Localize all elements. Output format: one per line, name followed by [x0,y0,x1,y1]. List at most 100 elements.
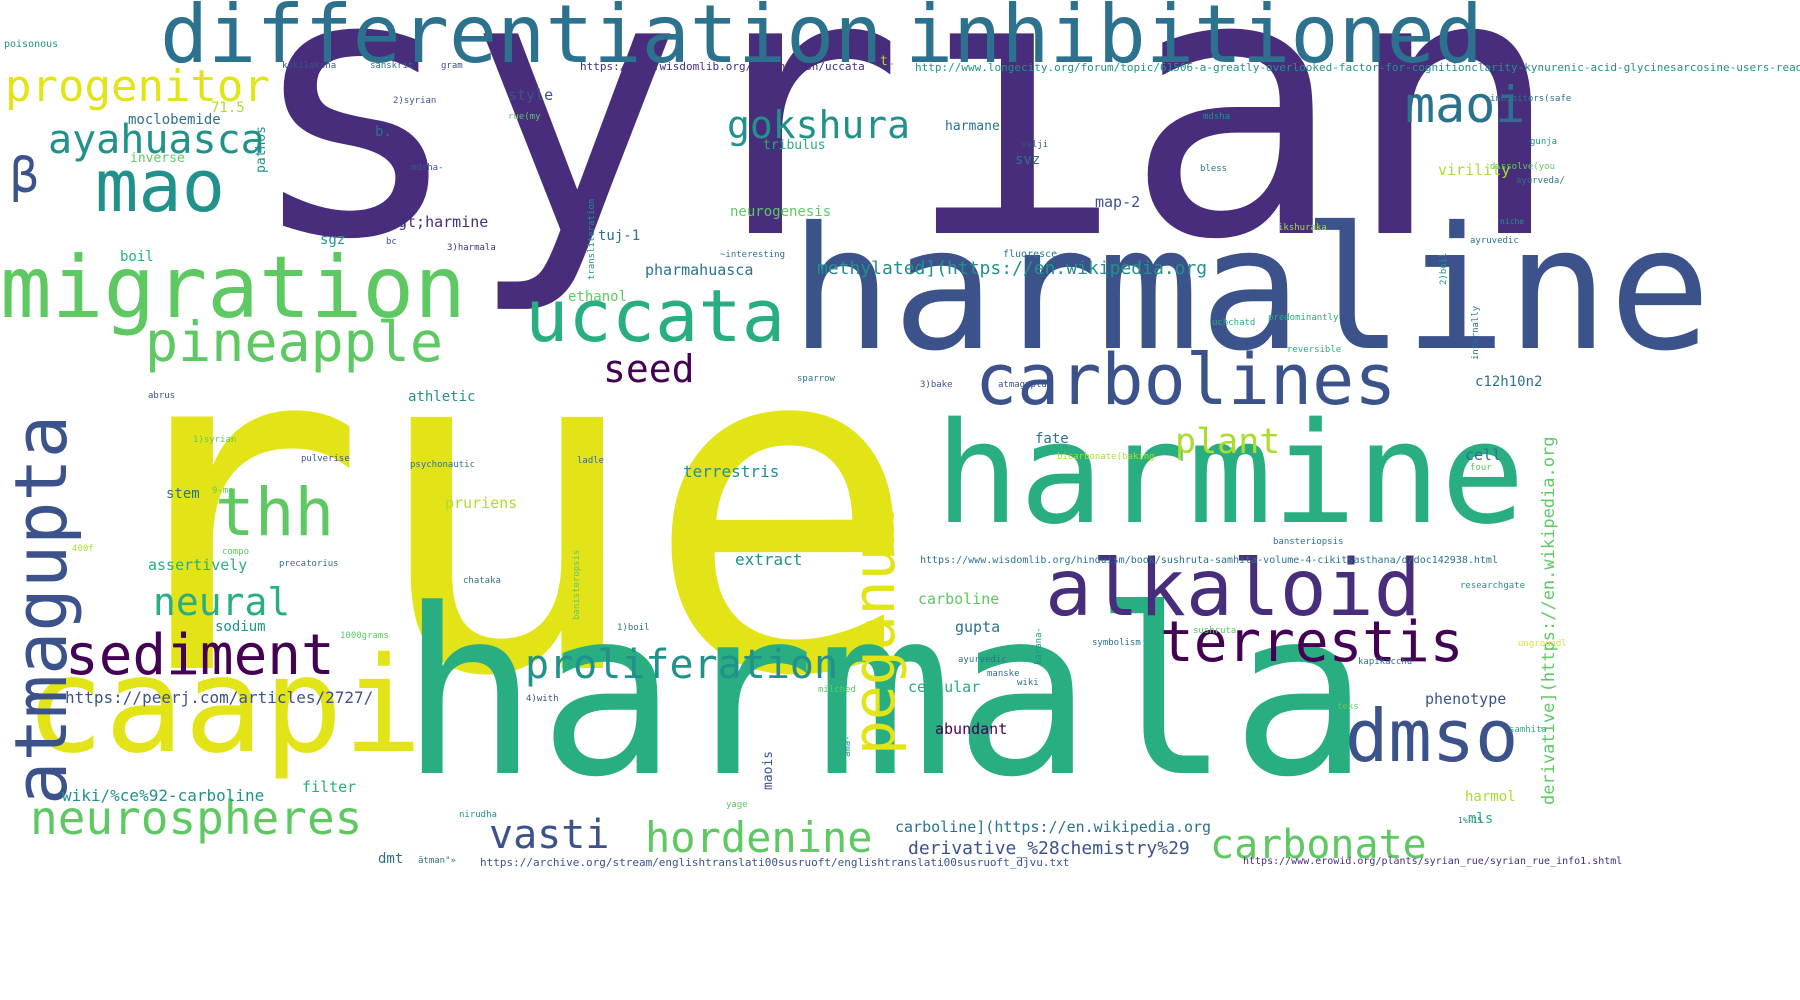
cloud-word: dmt [378,851,404,867]
cloud-word: tribulus [763,138,826,153]
cloud-word: pathos [254,126,269,173]
cloud-word: sgz [320,232,346,248]
cloud-word: sparrow [797,374,835,384]
cloud-word: ladle [577,456,605,466]
cloud-word: extract [735,550,803,569]
cloud-word: yage [726,800,748,810]
cloud-word: milched [818,685,856,695]
cloud-word: https://www.erowid.org/plants/syrian_rue… [1243,856,1623,867]
cloud-word: map-2 [1095,193,1141,211]
cloud-word: sodium [215,619,266,635]
cloud-word: ama- [843,735,853,757]
cloud-word: athletic [408,389,476,405]
cloud-word: gram [441,61,463,71]
cloud-word: vasti [489,812,610,858]
cloud-word: carboline](https://en.wikipedia.org [895,818,1212,836]
cloud-word: filter [302,778,357,796]
cloud-word: migration [0,238,466,338]
cloud-word: harmane [945,119,1000,134]
cloud-word: 2)syrian [393,96,437,106]
cloud-word: atmagupta [0,414,83,805]
cloud-word: assertively [148,556,248,574]
cloud-word: caapi [25,629,423,783]
cloud-word: inverse [130,151,185,166]
cloud-word: carbolines [975,339,1397,421]
cloud-word: ikshuraka [1278,223,1327,233]
cloud-word: rue [90,242,921,777]
cloud-word: gokshura [727,103,911,147]
cloud-word: pineapple [145,310,444,374]
cloud-word: predominantly [1268,313,1339,323]
cloud-word: 71.5 [211,100,245,116]
cloud-word: chataka [463,576,501,586]
cloud-word: dmso [1345,694,1519,778]
cloud-word: style [508,86,554,104]
cloud-word: 9-me [212,486,234,496]
cloud-word: symbolism [1092,638,1141,648]
cloud-word: internally [1471,305,1481,360]
cloud-word: syrian [245,0,1564,320]
cloud-word: mdsha- [411,163,444,173]
cloud-word: karana- [1034,627,1044,665]
cloud-word: svz [1015,152,1041,168]
cloud-word: https://www.wisdomlib.org/definition/ucc… [580,60,865,73]
cloud-word: precatorius [279,559,339,569]
cloud-word: poisonous [4,39,59,50]
cloud-word: harmine [935,393,1526,556]
cloud-word: phenotype [1425,690,1507,708]
cloud-word: ayurveda/ [1516,176,1565,186]
cloud-word: transliteration [587,198,597,280]
cloud-word: bansteriopsis [1273,537,1344,547]
cloud-word: terrestris [683,462,780,481]
cloud-word: abrus [148,391,176,401]
cloud-word: 1%-15 [1458,816,1483,825]
cloud-word: alkaloid [1045,544,1421,634]
cloud-word: c12h10n2 [1475,374,1543,390]
cloud-word: virility [1438,161,1511,179]
cloud-word: bc [386,237,397,247]
cloud-word: terrestis [1160,610,1464,675]
cloud-word: proliferation [525,642,839,688]
cloud-word: abundant [935,720,1008,738]
cloud-word: mdsha [1203,112,1231,122]
cloud-word: neural [153,580,291,624]
cloud-word: harmaline [790,191,1712,389]
cloud-word: dissolve(you [1490,162,1556,172]
cloud-word: derivative_%28chemistry%29 [908,838,1190,859]
cloud-word: samhita [1509,725,1547,735]
cloud-word: maois [761,750,776,790]
cloud-word: tuj-1 [598,228,641,244]
cloud-word: differentiation [160,0,883,81]
cloud-word: neurospheres [30,791,363,845]
cloud-word: nirudha [459,810,497,820]
cloud-word: carboline [918,590,1000,608]
cloud-word: https://peerj.com/articles/2727/ [65,688,374,707]
cloud-word: 400f [72,544,94,554]
cloud-word: seed [603,347,695,391]
cloud-word: hordenine [645,813,873,862]
cloud-word: peganum [840,510,908,755]
cloud-word: wiki/%ce%92-carboline [62,786,265,805]
cloud-word: ātman"» [418,856,456,866]
cloud-word: boil [120,249,154,265]
cloud-word: teks [1337,702,1359,712]
cloud-word: bless [1200,164,1228,174]
cloud-word: mls [1468,811,1494,827]
cloud-word: β [10,148,39,204]
cloud-word: kokilaksha [282,61,337,71]
cloud-word: 3)bake [920,380,953,390]
cloud-word: pruriens [445,494,518,512]
cloud-word: ungroundl [1518,639,1567,649]
cloud-word: gunja [1530,137,1558,147]
cloud-word: niche [1500,217,1525,226]
cloud-word: b. [375,124,392,140]
cloud-word: ethanol [568,289,628,305]
cloud-word: psychonautic [410,460,476,470]
cloud-word: methylated](https://en.wikipedia.org [817,258,1208,279]
cloud-word: mao [95,144,226,228]
cloud-word: kapikacchu [1358,657,1413,667]
cloud-word: http://www.longecity.org/forum/topic/615… [915,61,1800,74]
cloud-word: valji [1021,140,1049,150]
cloud-word: bicarbonate(baking [1057,452,1155,462]
